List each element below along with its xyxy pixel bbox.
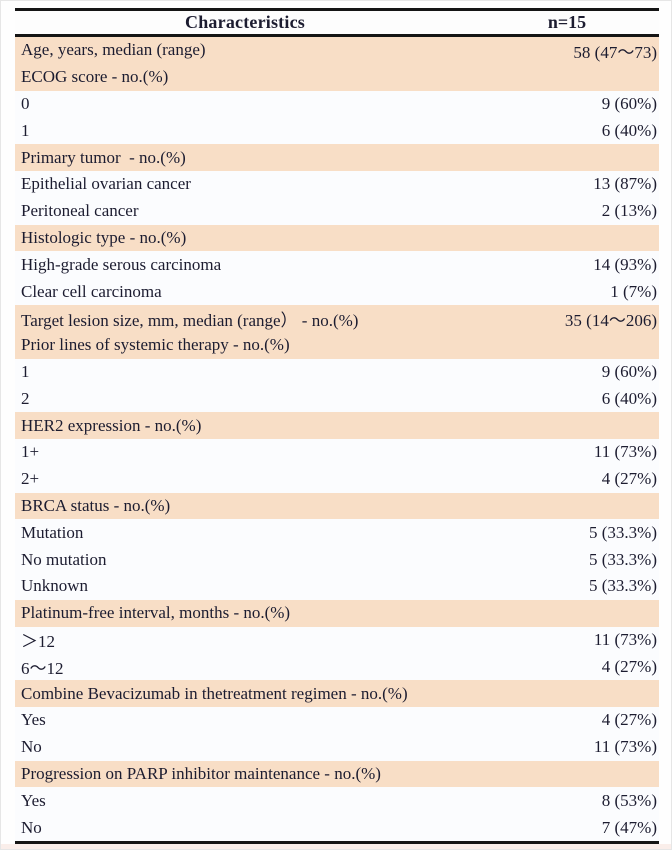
- row-value: 4 (27%): [601, 656, 657, 676]
- row-value: 11 (73%): [593, 737, 657, 757]
- row-label: ECOG score - no.(%): [21, 67, 169, 87]
- table-row: Histologic type - no.(%): [15, 224, 659, 252]
- row-value: 35 (14～206): [564, 310, 657, 330]
- row-label: No mutation: [21, 549, 107, 569]
- table-row: Peritoneal cancer 2 (13%): [15, 197, 659, 225]
- row-value: 11 (73%): [593, 629, 657, 649]
- table-header-rule: [15, 34, 659, 37]
- table-row: No 11 (73%): [15, 733, 659, 761]
- table-row: No 7 (47%): [15, 814, 659, 841]
- table-row: 1 6 (40%): [15, 117, 659, 145]
- row-value: 6 (40%): [601, 120, 657, 140]
- table-row: 0 9 (60%): [15, 90, 659, 118]
- table-row: 2+ 4 (27%): [15, 465, 659, 493]
- row-label: Clear cell carcinoma: [21, 281, 162, 301]
- table-row: HER2 expression - no.(%): [15, 412, 659, 439]
- table-bottom-rule: [15, 840, 659, 844]
- row-label: 2+: [21, 469, 40, 489]
- row-value: 5 (33.3%): [589, 522, 657, 542]
- row-value: 4 (27%): [601, 710, 657, 730]
- row-label: 1: [21, 361, 30, 381]
- table-row: Epithelial ovarian cancer 13 (87%): [15, 170, 659, 198]
- table-row: Progression on PARP inhibitor maintenanc…: [15, 760, 659, 788]
- row-label: ＞12: [21, 632, 55, 652]
- table-row: 6～12 4 (27%): [15, 653, 659, 681]
- row-label: Prior lines of systemic therapy - no.(%): [21, 335, 290, 355]
- row-label: Epithelial ovarian cancer: [21, 174, 191, 194]
- table-row: High-grade serous carcinoma 14 (93%): [15, 251, 659, 279]
- characteristics-table: Characteristics n=15 Age, years, median …: [15, 8, 659, 844]
- row-label: 0: [21, 93, 30, 113]
- table-row: No mutation 5 (33.3%): [15, 546, 659, 573]
- row-label: 2: [21, 388, 30, 408]
- row-label: 6～12: [21, 659, 64, 679]
- table-row: Clear cell carcinoma 1 (7%): [15, 278, 659, 305]
- table-row: Platinum-free interval, months - no.(%): [15, 599, 659, 627]
- row-label: Yes: [21, 790, 46, 810]
- row-label: Histologic type - no.(%): [21, 227, 187, 247]
- table-row: 1 9 (60%): [15, 358, 659, 386]
- row-value: 9 (60%): [601, 361, 657, 381]
- row-label: No: [21, 737, 42, 757]
- row-label: Peritoneal cancer: [21, 201, 139, 221]
- row-label: Primary tumor - no.(%): [21, 147, 186, 167]
- row-value: 11 (73%): [593, 442, 657, 462]
- header-n-count: n=15: [547, 12, 587, 32]
- row-label: Mutation: [21, 522, 84, 542]
- table-row: Yes 4 (27%): [15, 706, 659, 734]
- header-characteristics: Characteristics: [185, 12, 305, 32]
- row-label: HER2 expression - no.(%): [21, 415, 202, 435]
- table-row: ECOG score - no.(%): [15, 63, 659, 91]
- table-row: 1+ 11 (73%): [15, 438, 659, 466]
- row-value: 2 (13%): [601, 201, 657, 221]
- row-label: No: [21, 817, 42, 837]
- bottom-edge-tint: [1, 844, 671, 849]
- table-row: Primary tumor - no.(%): [15, 144, 659, 171]
- row-value: 13 (87%): [593, 174, 657, 194]
- table-row: ＞12 11 (73%): [15, 626, 659, 654]
- table-row: Target lesion size, mm, median (range） -…: [15, 304, 659, 332]
- row-label: 1+: [21, 442, 40, 462]
- table-row: Mutation 5 (33.3%): [15, 519, 659, 547]
- row-label: Unknown: [21, 576, 89, 596]
- table-row: Age, years, median (range) 58 (47～73): [15, 37, 659, 64]
- row-value: 58 (47～73): [573, 42, 657, 62]
- table-row: Yes 8 (53%): [15, 787, 659, 815]
- row-label: BRCA status - no.(%): [21, 495, 171, 515]
- row-value: 8 (53%): [601, 790, 657, 810]
- table-row: Prior lines of systemic therapy - no.(%): [15, 331, 659, 359]
- row-label: Yes: [21, 710, 46, 730]
- row-value: 4 (27%): [601, 469, 657, 489]
- row-label: High-grade serous carcinoma: [21, 254, 222, 274]
- row-label: Age, years, median (range): [21, 40, 206, 60]
- table-row: BRCA status - no.(%): [15, 492, 659, 520]
- row-label: Platinum-free interval, months - no.(%): [21, 603, 291, 623]
- table-header-row: Characteristics n=15: [15, 11, 659, 34]
- table-top-rule: [15, 8, 659, 11]
- row-label: Combine Bevacizumab in thetreatment regi…: [21, 683, 408, 703]
- table-row: Unknown 5 (33.3%): [15, 572, 659, 600]
- row-value: 1 (7%): [610, 281, 657, 301]
- row-value: 9 (60%): [601, 93, 657, 113]
- row-label: Target lesion size, mm, median (range） -…: [21, 310, 359, 330]
- row-value: 6 (40%): [601, 388, 657, 408]
- table-row: Combine Bevacizumab in thetreatment regi…: [15, 680, 659, 707]
- row-value: 7 (47%): [601, 817, 657, 837]
- row-label: Progression on PARP inhibitor maintenanc…: [21, 763, 381, 783]
- row-value: 5 (33.3%): [589, 549, 657, 569]
- table-body: Age, years, median (range) 58 (47～73) ECOG…: [15, 37, 659, 841]
- row-value: 14 (93%): [593, 254, 657, 274]
- row-label: 1: [21, 120, 30, 140]
- table-row: 2 6 (40%): [15, 385, 659, 413]
- row-value: 5 (33.3%): [589, 576, 657, 596]
